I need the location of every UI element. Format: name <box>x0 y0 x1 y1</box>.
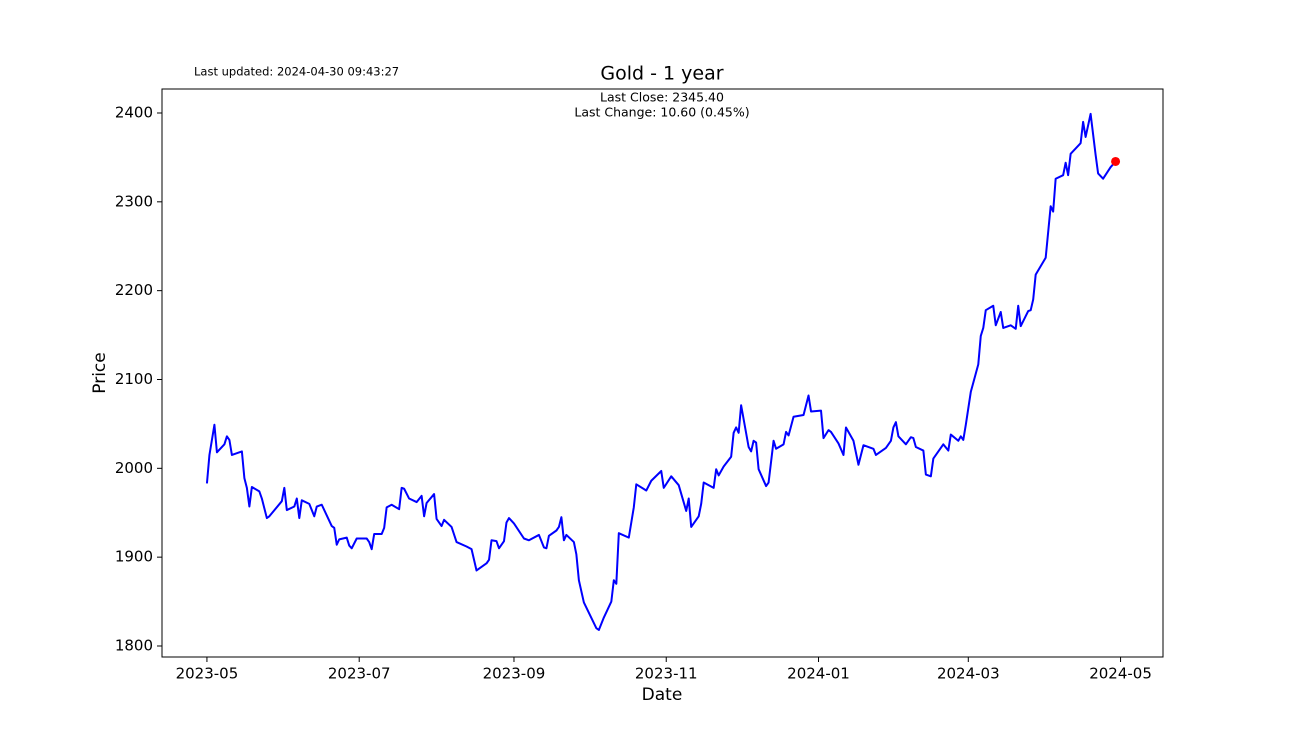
x-tick-label: 2023-07 <box>328 665 391 683</box>
last-point <box>1111 156 1121 166</box>
y-axis-label: Price <box>90 352 110 393</box>
x-tick-label: 2023-11 <box>635 665 698 683</box>
x-tick-label: 2023-09 <box>483 665 546 683</box>
plot-frame <box>161 88 1164 658</box>
y-tick-label: 2200 <box>115 281 153 299</box>
x-axis-label: Date <box>642 685 683 705</box>
y-tick-label: 2300 <box>115 192 153 210</box>
y-tick-label: 2100 <box>115 370 153 388</box>
price-line <box>205 112 1117 631</box>
chart-title: Gold - 1 year <box>600 63 723 85</box>
annotation: Last Close: 2345.40 <box>600 90 724 105</box>
x-tick-label: 2024-01 <box>787 665 850 683</box>
y-tick-label: 2000 <box>115 459 153 477</box>
y-tick-label: 2400 <box>115 103 153 121</box>
y-tick-label: 1800 <box>115 636 153 654</box>
annotation: Last Change: 10.60 (0.45%) <box>574 105 749 120</box>
y-tick-label: 1900 <box>115 548 153 566</box>
x-tick-label: 2023-05 <box>176 665 239 683</box>
x-tick-label: 2024-03 <box>937 665 1000 683</box>
updated-note: Last updated: 2024-04-30 09:43:27 <box>194 65 399 79</box>
x-tick-label: 2024-05 <box>1089 665 1152 683</box>
